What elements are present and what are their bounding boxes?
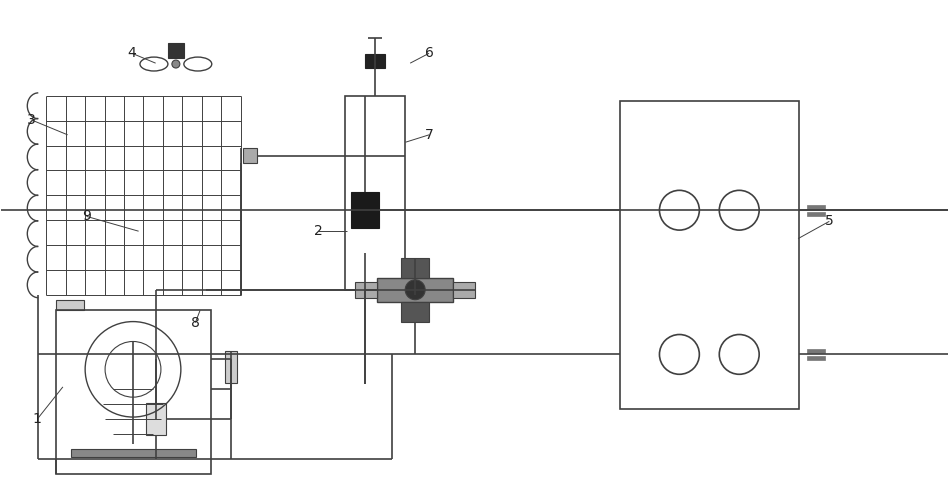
Bar	[345, 96, 405, 290]
Bar	[378, 278, 453, 302]
Bar	[225, 351, 236, 383]
Bar	[620, 101, 799, 409]
Bar	[168, 43, 184, 58]
Text: 3: 3	[28, 113, 36, 127]
Text: 9: 9	[83, 209, 91, 223]
Bar	[807, 356, 825, 360]
Bar	[807, 349, 825, 353]
Circle shape	[172, 60, 180, 68]
Circle shape	[405, 280, 425, 300]
Text: 7: 7	[425, 128, 434, 142]
Text: 4: 4	[127, 46, 137, 60]
Bar	[243, 148, 256, 164]
Bar	[807, 212, 825, 216]
Bar	[453, 282, 475, 298]
Bar	[56, 310, 211, 474]
Text: 8: 8	[191, 316, 200, 330]
Bar	[365, 54, 385, 68]
Text: 6: 6	[424, 46, 434, 60]
Text: 5: 5	[825, 214, 834, 228]
Text: 1: 1	[33, 412, 42, 426]
Bar	[146, 403, 166, 435]
Bar	[401, 302, 429, 322]
Bar	[56, 300, 84, 310]
Bar	[351, 192, 380, 228]
Bar	[71, 449, 195, 457]
Text: 2: 2	[314, 224, 323, 238]
Bar	[807, 205, 825, 209]
Bar	[401, 258, 429, 278]
Bar	[355, 282, 378, 298]
